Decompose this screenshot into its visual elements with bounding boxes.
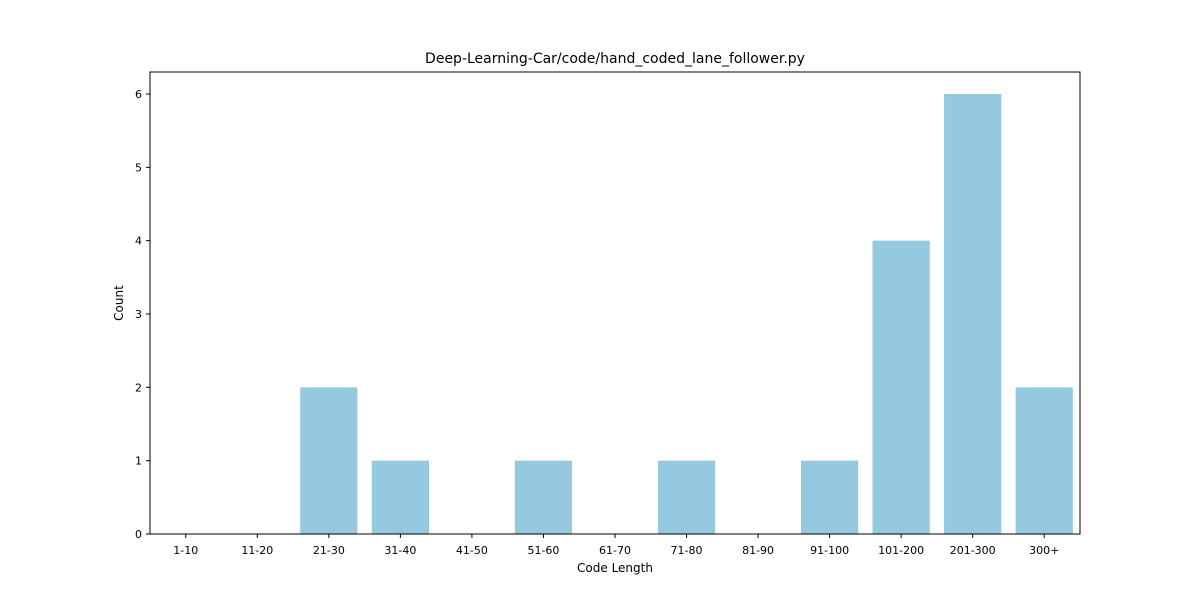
bar-71-80: [657, 460, 716, 534]
y-tick-label: 4: [135, 235, 142, 248]
bar-201-300: [944, 94, 1002, 534]
chart-title: Deep-Learning-Car/code/hand_coded_lane_f…: [425, 51, 805, 67]
x-tick-label: 101-200: [878, 544, 924, 557]
x-tick-label: 41-50: [456, 544, 488, 557]
x-axis-label: Code Length: [577, 561, 653, 575]
bar-91-100: [801, 460, 859, 534]
y-tick-label: 6: [135, 88, 142, 101]
x-tick-label: 300+: [1029, 544, 1059, 557]
x-tick-label: 61-70: [599, 544, 631, 557]
plot-frame: [149, 71, 1081, 535]
x-tick-label: 1-10: [173, 544, 198, 557]
y-tick-label: 2: [135, 381, 142, 394]
y-tick-label: 3: [135, 308, 142, 321]
bars-group: [300, 94, 1073, 534]
x-tick-label: 81-90: [742, 544, 774, 557]
x-tick-label: 71-80: [671, 544, 703, 557]
y-tick-label: 1: [135, 455, 142, 468]
x-tick-label: 31-40: [384, 544, 416, 557]
bar-101-200: [872, 240, 930, 534]
x-axis: 1-10 11-20 21-30 31-40 41-50 51-60 61-70 71-80 8…: [173, 534, 1059, 557]
y-tick-label: 0: [135, 528, 142, 541]
bar-51-60: [514, 460, 573, 534]
x-tick-label: 21-30: [313, 544, 345, 557]
x-tick-label: 201-300: [950, 544, 996, 557]
bar-21-30: [300, 387, 358, 534]
y-tick-label: 5: [135, 161, 142, 174]
x-tick-label: 91-100: [810, 544, 849, 557]
bar-300+: [1015, 387, 1073, 534]
y-axis-label: Count: [112, 285, 126, 321]
x-tick-label: 51-60: [527, 544, 559, 557]
y-axis: 0 1 2 3 4 5 6: [135, 88, 150, 541]
x-tick-label: 11-20: [241, 544, 273, 557]
bar-31-40: [371, 460, 429, 534]
